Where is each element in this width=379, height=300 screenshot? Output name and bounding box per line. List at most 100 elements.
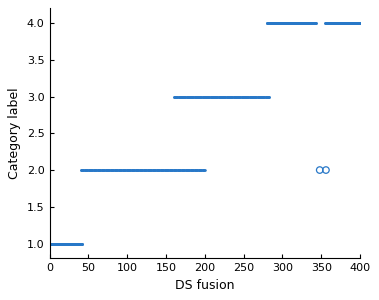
Point xyxy=(310,21,316,26)
Point xyxy=(56,241,62,246)
Point xyxy=(165,168,171,172)
Point xyxy=(117,168,123,172)
Point xyxy=(139,168,145,172)
Point xyxy=(68,241,74,246)
Point xyxy=(272,21,278,26)
Point xyxy=(269,21,276,26)
Point xyxy=(187,168,193,172)
Point xyxy=(188,168,194,172)
Point xyxy=(349,21,355,26)
Point xyxy=(282,21,288,26)
Point xyxy=(69,241,75,246)
Point xyxy=(133,168,139,172)
Point xyxy=(271,21,277,26)
Point xyxy=(102,168,108,172)
Point xyxy=(265,21,271,26)
Point xyxy=(312,21,318,26)
Point xyxy=(196,94,202,99)
Point xyxy=(309,21,315,26)
Point xyxy=(105,168,111,172)
Point xyxy=(181,168,187,172)
Point xyxy=(47,241,53,246)
Point xyxy=(298,21,304,26)
Point xyxy=(177,168,183,172)
Point xyxy=(69,241,75,246)
Point xyxy=(338,21,344,26)
Point xyxy=(68,241,74,246)
Point xyxy=(80,168,86,172)
Point xyxy=(287,21,293,26)
Point xyxy=(79,241,85,246)
Point xyxy=(57,241,63,246)
Point xyxy=(192,94,198,99)
Point xyxy=(265,94,271,99)
Point xyxy=(332,21,338,26)
Point xyxy=(349,21,355,26)
Point xyxy=(155,168,161,172)
Point xyxy=(269,21,275,26)
Point xyxy=(133,168,139,172)
Point xyxy=(356,21,362,26)
Point xyxy=(65,241,71,246)
Point xyxy=(171,94,177,99)
Point xyxy=(149,168,155,172)
Point xyxy=(195,168,201,172)
Point xyxy=(351,21,357,26)
Point xyxy=(93,168,99,172)
Point xyxy=(306,21,312,26)
Point xyxy=(328,21,334,26)
Point xyxy=(47,241,53,246)
Point xyxy=(284,21,290,26)
Point xyxy=(206,94,212,99)
Point xyxy=(180,94,186,99)
Point xyxy=(124,168,130,172)
Point xyxy=(177,168,183,172)
Point xyxy=(357,21,363,26)
Point xyxy=(350,21,356,26)
Point xyxy=(240,94,246,99)
Point xyxy=(263,94,269,99)
Point xyxy=(179,94,185,99)
Point xyxy=(100,168,106,172)
Point xyxy=(342,21,348,26)
Point xyxy=(335,21,341,26)
Point xyxy=(207,94,213,99)
Point xyxy=(56,241,62,246)
Point xyxy=(195,94,201,99)
Point xyxy=(258,94,264,99)
Point xyxy=(252,94,258,99)
Point xyxy=(312,21,318,26)
Point xyxy=(250,94,256,99)
Point xyxy=(55,241,61,246)
Point xyxy=(71,241,77,246)
Point xyxy=(264,21,270,26)
Point xyxy=(263,94,269,99)
Point xyxy=(162,168,168,172)
Point xyxy=(64,241,70,246)
Point xyxy=(185,168,191,172)
Point xyxy=(194,168,200,172)
Point xyxy=(52,241,58,246)
Point xyxy=(124,168,130,172)
Point xyxy=(115,168,121,172)
Point xyxy=(199,94,205,99)
Point xyxy=(257,94,263,99)
Point xyxy=(135,168,141,172)
Point xyxy=(66,241,72,246)
Point xyxy=(183,94,190,99)
Point xyxy=(222,94,228,99)
Point xyxy=(329,21,335,26)
Point xyxy=(355,21,361,26)
Point xyxy=(294,21,300,26)
Point xyxy=(101,168,107,172)
Point xyxy=(167,168,173,172)
Point xyxy=(49,241,55,246)
Point xyxy=(262,94,268,99)
Point xyxy=(324,21,330,26)
Point xyxy=(297,21,303,26)
Point xyxy=(152,168,158,172)
Point xyxy=(308,21,314,26)
Point xyxy=(347,21,353,26)
Point xyxy=(236,94,243,99)
Point xyxy=(323,21,329,26)
